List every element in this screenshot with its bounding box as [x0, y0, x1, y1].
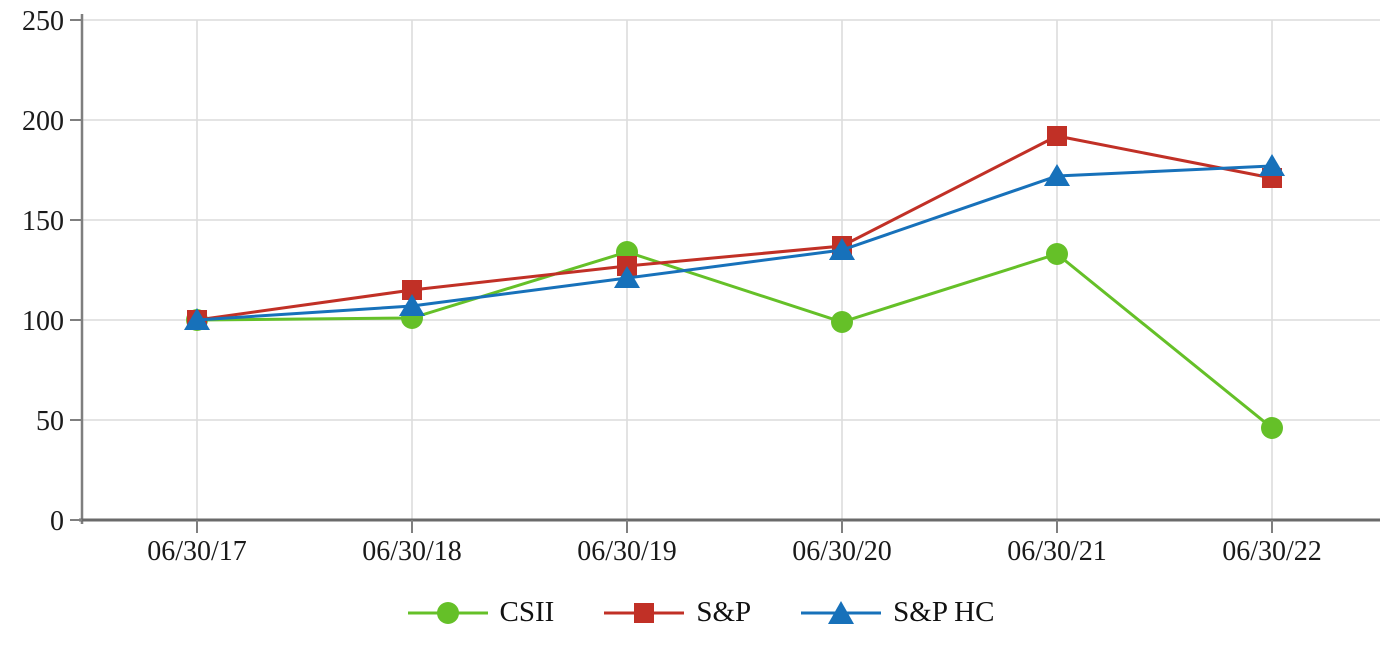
y-tick-label: 0 — [50, 506, 64, 537]
legend-item-csii: CSII — [406, 596, 555, 628]
sphc-triangle-swatch-icon — [801, 600, 882, 624]
data-marker-square — [402, 280, 422, 300]
legend-label-sp: S&P — [696, 596, 752, 628]
data-marker-triangle — [829, 238, 855, 260]
legend-item-sp: S&P — [602, 598, 751, 627]
series-line-triangle — [196, 164, 1273, 322]
x-tick-label: 06/30/21 — [1007, 536, 1107, 567]
x-tick-label: 06/30/22 — [1222, 536, 1322, 567]
data-marker-triangle — [399, 294, 425, 316]
series-line-circle — [196, 250, 1273, 430]
series-line-square — [196, 134, 1273, 322]
x-tick-label: 06/30/20 — [792, 536, 892, 567]
data-marker-circle — [831, 311, 853, 333]
y-tick-label: 150 — [22, 206, 64, 237]
data-marker-circle — [1261, 417, 1283, 439]
y-tick-label: 50 — [36, 406, 64, 437]
legend-label-csii: CSII — [499, 596, 555, 628]
sp-square-swatch-icon — [604, 602, 685, 623]
data-marker-square — [1047, 126, 1067, 146]
y-tick-label: 100 — [22, 306, 64, 337]
y-tick-label: 200 — [22, 106, 64, 137]
performance-line-chart: 0 50 100 150 200 250 06/30/17 06/30/18 06/30/19 0… — [22, 6, 1380, 567]
data-marker-triangle — [614, 266, 640, 288]
data-marker-triangle — [184, 308, 210, 330]
x-tick-label: 06/30/18 — [362, 536, 462, 567]
data-marker-circle — [1046, 243, 1068, 265]
data-marker-triangle — [1259, 154, 1285, 176]
csii-circle-swatch-icon — [407, 601, 488, 624]
legend: CSII S&P S&P HC — [0, 598, 1400, 627]
data-marker-triangle — [1044, 164, 1070, 186]
legend-item-sphc: S&P HC — [799, 598, 994, 627]
x-tick-label: 06/30/17 — [147, 536, 247, 567]
x-tick-label: 06/30/19 — [577, 536, 677, 567]
y-tick-label: 250 — [22, 6, 64, 37]
legend-label-sphc: S&P HC — [893, 596, 995, 628]
